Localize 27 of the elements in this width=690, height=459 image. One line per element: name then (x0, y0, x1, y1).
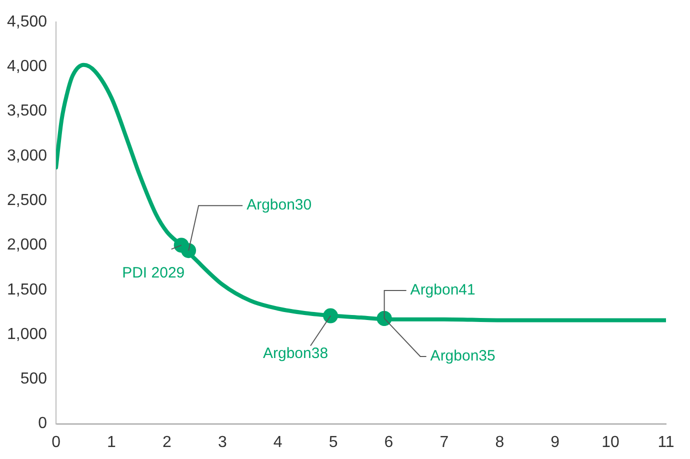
x-tick-label: 9 (550, 434, 560, 451)
x-tick-label: 6 (384, 434, 394, 451)
y-tick-label: 2,000 (6, 236, 48, 254)
annotation: Argbon30 (246, 196, 312, 214)
y-tick-label: 500 (20, 370, 48, 388)
y-tick-label: 2,500 (6, 192, 48, 209)
y-tick-label: 0 (38, 415, 48, 432)
x-tick-label: 3 (218, 434, 227, 451)
y-tick-label: 4,500 (6, 13, 48, 30)
x-tick-label: 5 (328, 434, 338, 451)
y-tick-label: 1,000 (6, 326, 48, 343)
y-tick-label: 3,500 (6, 102, 48, 120)
x-tick-label: 2 (162, 434, 172, 451)
annotation: Argbon41 (410, 282, 476, 299)
x-tick-label: 11 (658, 434, 674, 451)
x-tick-label: 1 (107, 434, 116, 451)
y-tick-label: 3,000 (6, 147, 48, 164)
annotation: PDI 2029 (122, 264, 185, 282)
x-tick-label: 4 (273, 434, 282, 451)
y-tick-label: 1,500 (6, 281, 48, 298)
annotation: Argbon38 (262, 344, 328, 362)
x-tick-label: 0 (52, 434, 61, 451)
x-tick-label: 10 (602, 434, 620, 451)
y-tick-label: 4,000 (6, 58, 48, 76)
annotation: Argbon35 (430, 348, 496, 365)
x-tick-label: 7 (440, 434, 449, 451)
x-tick-label: 8 (495, 434, 504, 451)
